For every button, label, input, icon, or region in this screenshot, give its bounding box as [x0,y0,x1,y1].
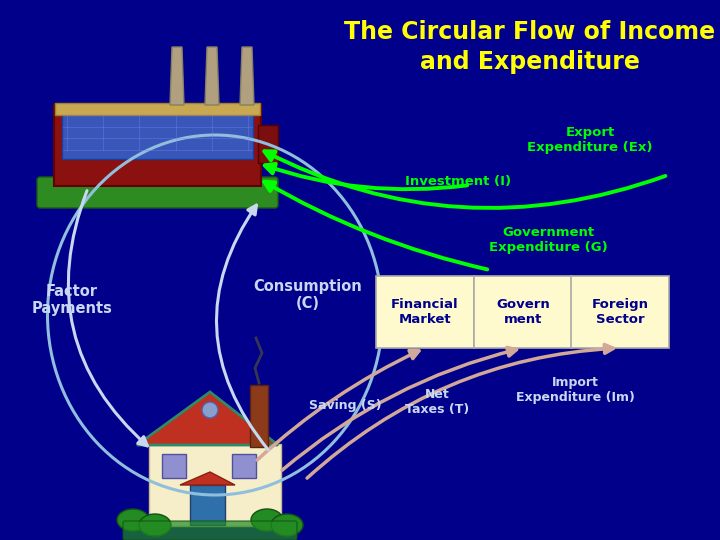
Circle shape [202,402,218,418]
Text: Factor
Payments: Factor Payments [32,284,112,316]
Ellipse shape [139,514,171,536]
Ellipse shape [251,509,283,531]
Text: The Circular Flow of Income: The Circular Flow of Income [344,20,716,44]
FancyArrowPatch shape [217,205,269,450]
FancyBboxPatch shape [149,444,281,526]
FancyArrowPatch shape [265,164,467,189]
Text: Export
Expenditure (Ex): Export Expenditure (Ex) [527,126,653,154]
FancyBboxPatch shape [232,454,256,478]
Text: Govern
ment: Govern ment [496,298,550,326]
Polygon shape [240,47,254,105]
Text: Consumption
(C): Consumption (C) [253,279,362,311]
Text: Financial
Market: Financial Market [391,298,459,326]
FancyArrowPatch shape [68,191,148,446]
Text: Saving (S): Saving (S) [309,399,382,411]
FancyBboxPatch shape [62,112,253,159]
FancyArrowPatch shape [264,151,665,208]
FancyBboxPatch shape [123,521,297,540]
FancyArrowPatch shape [282,347,516,470]
Polygon shape [137,392,278,445]
Polygon shape [170,47,184,105]
FancyBboxPatch shape [162,454,186,478]
Text: Import
Expenditure (Im): Import Expenditure (Im) [516,376,634,404]
FancyBboxPatch shape [54,104,261,186]
FancyBboxPatch shape [37,177,278,208]
FancyBboxPatch shape [55,103,260,115]
Polygon shape [180,472,235,485]
Polygon shape [205,47,219,105]
Text: Government
Expenditure (G): Government Expenditure (G) [489,226,608,254]
Text: Net
Taxes (T): Net Taxes (T) [405,388,469,416]
FancyArrowPatch shape [257,350,419,460]
FancyArrowPatch shape [307,345,613,478]
Ellipse shape [271,514,303,536]
FancyBboxPatch shape [571,276,669,348]
Text: Investment (I): Investment (I) [405,176,511,188]
FancyBboxPatch shape [376,276,474,348]
Text: Foreign
Sector: Foreign Sector [592,298,649,326]
FancyBboxPatch shape [190,485,225,525]
Ellipse shape [117,509,149,531]
FancyBboxPatch shape [474,276,572,348]
FancyBboxPatch shape [250,385,268,447]
FancyArrowPatch shape [264,181,487,269]
FancyBboxPatch shape [258,125,278,163]
Text: and Expenditure: and Expenditure [420,50,640,74]
